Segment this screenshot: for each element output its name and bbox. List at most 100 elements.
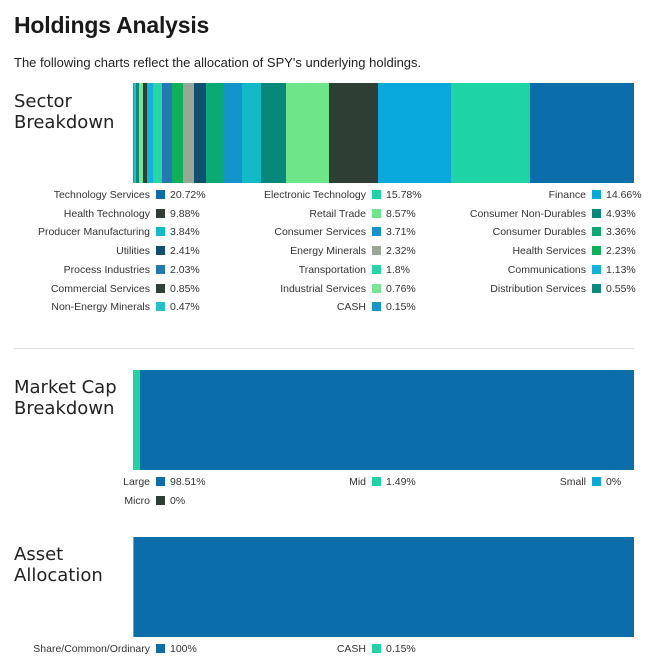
legend-value: 2.23% — [606, 245, 636, 258]
legend-item-small: Small 0% — [0, 475, 646, 489]
bar-segment-health-technology — [328, 83, 378, 183]
bar-segment-energy-minerals — [182, 83, 195, 183]
bar-segment-large — [140, 370, 634, 470]
legend-swatch — [592, 477, 601, 486]
bar-segment-cash — [133, 83, 134, 183]
bar-segment-mid — [133, 370, 141, 470]
bar-segment-consumer-durables — [206, 83, 224, 183]
legend-label: Share/Common/Ordinary — [33, 643, 150, 655]
legend-value: 8.57% — [386, 207, 416, 220]
legend-label: Distribution Services — [490, 282, 586, 295]
bar-segment-electronic-technology — [451, 83, 531, 183]
asset-allocation-title: Asset Allocation — [14, 544, 103, 586]
legend-item-cash: CASH 0.15% — [0, 300, 426, 314]
page-title: Holdings Analysis — [14, 12, 210, 38]
legend-label: Consumer Non-Durables — [469, 207, 586, 220]
legend-label: Electronic Technology — [264, 189, 366, 201]
legend-swatch — [156, 283, 165, 293]
legend-swatch — [372, 264, 381, 274]
legend-swatch — [372, 246, 381, 256]
legend-swatch — [156, 227, 165, 237]
legend-item-energy-minerals: Energy Minerals 2.32% — [0, 244, 426, 258]
legend-item-cash: CASH 0.15% — [0, 642, 426, 656]
legend-item-consumer-services: Consumer Services 3.71% — [0, 225, 426, 239]
section-divider — [14, 348, 634, 349]
legend-label: Utilities — [116, 245, 150, 258]
legend-item-transportation: Transportation 1.8% — [0, 263, 426, 277]
asset-allocation-bar — [133, 537, 634, 637]
legend-item-consumer-durables: Consumer Durables 3.36% — [0, 225, 646, 239]
legend-label: Technology Services — [53, 189, 150, 201]
legend-value: 0.15% — [386, 643, 416, 655]
legend-swatch — [592, 190, 601, 199]
sector-breakdown-bar — [133, 83, 634, 183]
legend-label: Micro — [124, 494, 150, 507]
bar-segment-non-energy-minerals — [133, 83, 137, 183]
legend-label: CASH — [336, 643, 366, 655]
legend-item-communications: Communications 1.13% — [0, 263, 646, 277]
legend-item-non-energy-minerals: Non-Energy Minerals 0.47% — [0, 300, 210, 314]
legend-swatch — [372, 644, 381, 653]
legend-swatch — [372, 227, 381, 237]
legend-value: 14.66% — [606, 189, 642, 201]
legend-swatch — [592, 227, 601, 237]
legend-value: 15.78% — [386, 189, 422, 201]
legend-value: 4.93% — [606, 207, 636, 220]
legend-label: Transportation — [298, 263, 366, 276]
legend-item-producer-manufacturing: Producer Manufacturing 3.84% — [0, 225, 210, 239]
legend-label: Consumer Services — [274, 226, 366, 239]
bar-segment-utilities — [194, 83, 207, 183]
legend-swatch — [156, 644, 165, 653]
legend-swatch — [372, 477, 381, 486]
bar-segment-finance — [377, 83, 452, 183]
bar-segment-distribution-services — [136, 83, 139, 183]
bar-segment-communications — [146, 83, 153, 183]
legend-item-mid: Mid 1.49% — [0, 475, 426, 489]
legend-swatch — [372, 190, 381, 199]
legend-swatch — [372, 283, 381, 293]
legend-swatch — [592, 283, 601, 293]
legend-label: Finance — [548, 189, 586, 201]
legend-label: Commercial Services — [50, 282, 150, 295]
bar-segment-transportation — [152, 83, 162, 183]
legend-item-micro: Micro 0% — [0, 494, 210, 508]
page-subtitle: The following charts reflect the allocat… — [14, 55, 422, 70]
legend-swatch — [156, 208, 165, 218]
legend-value: 1.13% — [606, 263, 636, 276]
legend-value: 98.51% — [170, 476, 206, 488]
legend-item-process-industries: Process Industries 2.03% — [0, 263, 210, 277]
bar-segment-commercial-services — [142, 83, 147, 183]
legend-item-electronic-technology: Electronic Technology 15.78% — [0, 188, 426, 202]
legend-item-distribution-services: Distribution Services 0.55% — [0, 282, 646, 296]
legend-item-consumer-non-durables: Consumer Non-Durables 4.93% — [0, 207, 646, 221]
legend-label: Large — [123, 476, 150, 488]
legend-value: 100% — [170, 643, 197, 655]
legend-label: Retail Trade — [309, 207, 366, 220]
bar-segment-health-services — [171, 83, 183, 183]
legend-value: 1.49% — [386, 476, 416, 488]
bar-segment-technology-services — [530, 83, 634, 183]
legend-item-health-services: Health Services 2.23% — [0, 244, 646, 258]
legend-item-health-technology: Health Technology 9.88% — [0, 207, 210, 221]
bar-segment-industrial-services — [138, 83, 143, 183]
legend-value: 2.41% — [170, 245, 200, 258]
legend-swatch — [372, 302, 381, 312]
legend-value: 3.84% — [170, 226, 200, 239]
market-cap-breakdown-bar — [133, 370, 634, 470]
legend-label: Small — [559, 476, 586, 488]
legend-label: Producer Manufacturing — [37, 226, 150, 239]
legend-swatch — [592, 264, 601, 274]
sector-breakdown-title: Sector Breakdown — [14, 91, 115, 133]
bar-segment-retail-trade — [285, 83, 329, 183]
bar-segment-process-industries — [161, 83, 172, 183]
legend-value: 20.72% — [170, 189, 206, 201]
legend-value: 1.8% — [386, 263, 410, 276]
legend-item-industrial-services: Industrial Services 0.76% — [0, 282, 426, 296]
legend-value: 9.88% — [170, 207, 200, 220]
legend-label: CASH — [336, 301, 366, 314]
legend-value: 0.47% — [170, 301, 200, 314]
legend-label: Process Industries — [63, 263, 150, 276]
legend-label: Health Services — [512, 245, 586, 258]
legend-swatch — [156, 264, 165, 274]
legend-label: Mid — [349, 476, 366, 488]
